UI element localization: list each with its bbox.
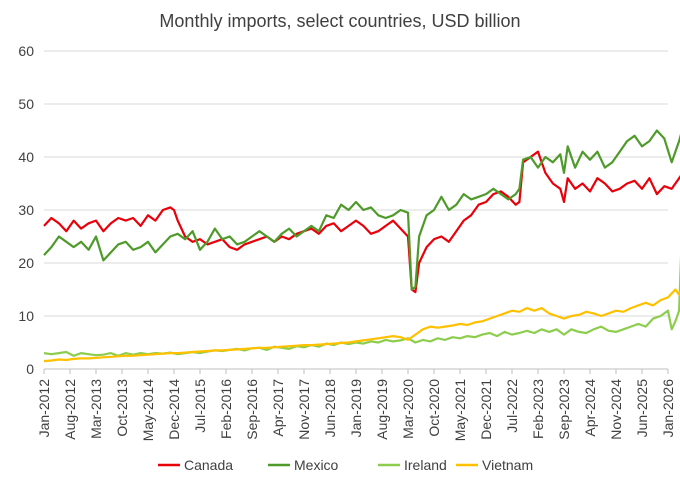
legend-label-ireland: Ireland: [404, 457, 447, 473]
x-tick-label: Oct-2013: [114, 379, 130, 437]
x-tick-label: Aug-2019: [374, 379, 390, 440]
x-tick-label: Jan-2019: [348, 379, 364, 438]
series-line-vietnam: [43, 288, 680, 363]
x-axis: Jan-2012 Aug-2012 Mar-2013 Oct-2013 May-2014…: [36, 368, 676, 441]
series-lines: [43, 129, 680, 363]
x-tick-label: Nov-2024: [608, 379, 624, 440]
y-axis: 0 10 20 30 40 50 60: [18, 43, 34, 377]
x-tick-label: Dec-2021: [478, 379, 494, 440]
y-tick-label: 10: [18, 308, 34, 324]
x-tick-label: Apr-2017: [270, 379, 286, 437]
legend-label-canada: Canada: [184, 457, 233, 473]
x-tick-label: Aug-2012: [62, 379, 78, 440]
x-tick-label: Feb-2016: [218, 379, 234, 439]
x-tick-label: Jan-2026: [660, 379, 676, 438]
x-tick-label: Jun-2025: [634, 379, 650, 438]
legend-label-mexico: Mexico: [294, 457, 339, 473]
x-tick-label: Jul-2015: [192, 379, 208, 433]
series-line-mexico: [43, 129, 680, 291]
x-tick-label: May-2021: [452, 379, 468, 441]
legend: Canada Mexico Ireland Vietnam: [158, 457, 533, 473]
x-tick-label: Jul-2022: [504, 379, 520, 433]
x-tick-label: May-2014: [140, 379, 156, 441]
x-tick-label: Nov-2017: [296, 379, 312, 440]
series-line-canada: [43, 150, 680, 294]
y-tick-label: 60: [18, 43, 34, 59]
legend-label-vietnam: Vietnam: [482, 457, 533, 473]
series-line-ireland: [43, 254, 680, 357]
x-tick-label: Sep-2023: [556, 379, 572, 440]
x-tick-label: Mar-2013: [88, 379, 104, 439]
y-tick-label: 30: [18, 202, 34, 218]
y-tick-label: 0: [26, 361, 34, 377]
x-tick-label: Feb-2023: [530, 379, 546, 439]
x-tick-label: Jan-2012: [36, 379, 52, 438]
x-tick-label: Sep-2016: [244, 379, 260, 440]
y-tick-label: 20: [18, 255, 34, 271]
chart-title: Monthly imports, select countries, USD b…: [159, 11, 520, 31]
x-tick-label: Mar-2020: [400, 379, 416, 439]
gridlines: [44, 50, 668, 317]
x-tick-label: Oct-2020: [426, 379, 442, 437]
x-tick-label: Apr-2024: [582, 379, 598, 437]
x-tick-label: Dec-2014: [166, 379, 182, 440]
x-tick-label: Jun-2018: [322, 379, 338, 438]
y-tick-label: 50: [18, 96, 34, 112]
y-tick-label: 40: [18, 149, 34, 165]
